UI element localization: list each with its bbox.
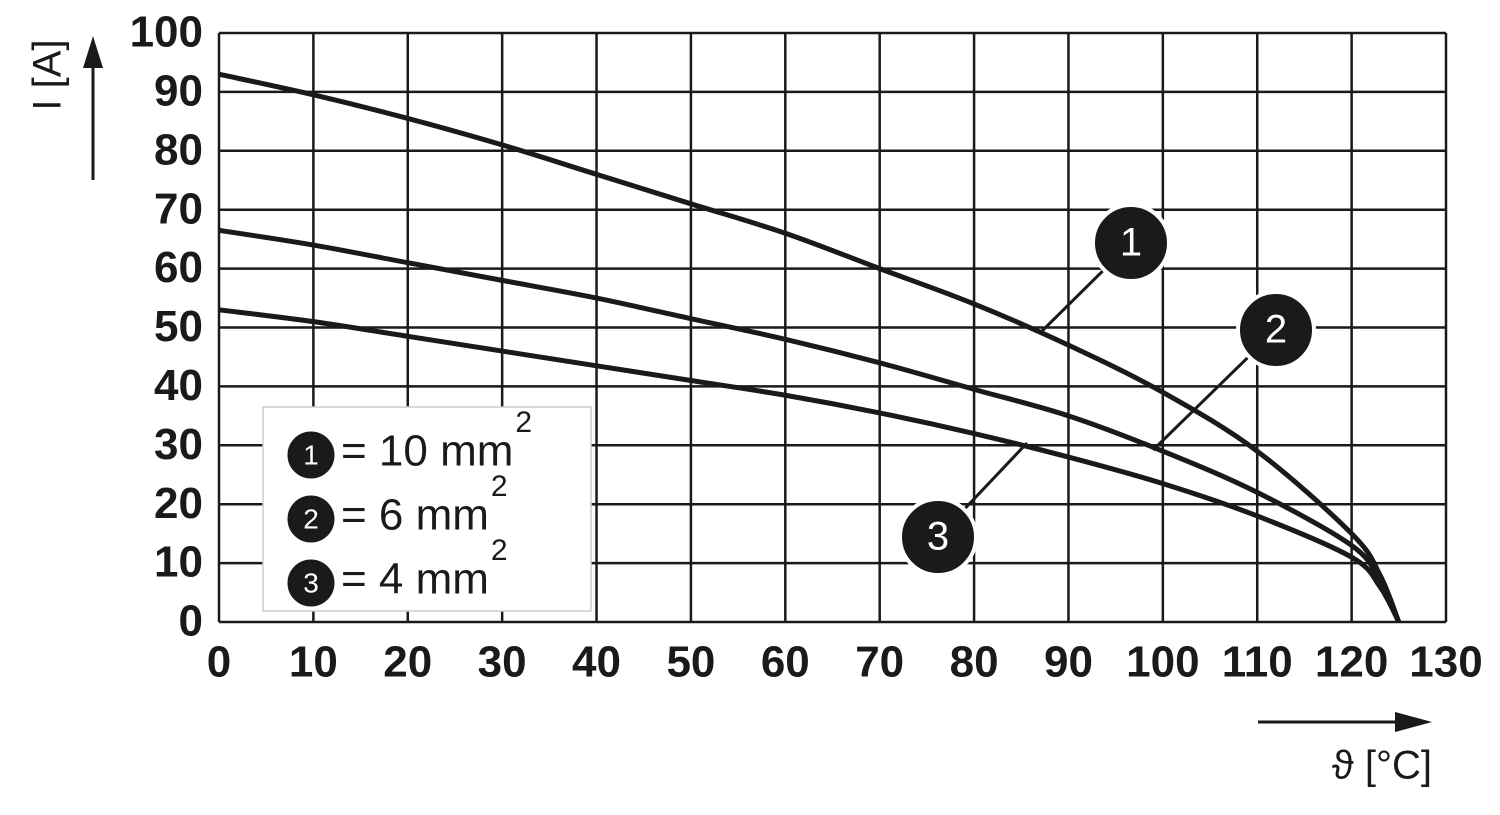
x-tick-label: 40 bbox=[572, 638, 621, 687]
y-tick-label: 10 bbox=[154, 538, 203, 587]
legend-label: = 4 mm bbox=[341, 555, 489, 604]
x-tick-label: 60 bbox=[761, 638, 810, 687]
legend-label-sup: 2 bbox=[515, 406, 532, 439]
y-tick-label: 0 bbox=[179, 597, 203, 646]
legend-label-sup: 2 bbox=[491, 470, 508, 503]
y-tick-label: 70 bbox=[154, 184, 203, 233]
x-tick-label: 20 bbox=[383, 638, 432, 687]
legend-label-sup: 2 bbox=[491, 534, 508, 567]
legend-marker-number: 3 bbox=[303, 567, 319, 598]
callout: 3 bbox=[898, 441, 1029, 577]
series-line bbox=[218, 227, 1402, 624]
series-line bbox=[218, 71, 1402, 623]
x-tick-label: 50 bbox=[666, 638, 715, 687]
legend-label: = 10 mm bbox=[341, 427, 513, 476]
y-tick-label: 60 bbox=[154, 243, 203, 292]
x-tick-label: 10 bbox=[289, 638, 338, 687]
y-tick-label: 30 bbox=[154, 420, 203, 469]
y-tick-label: 50 bbox=[154, 302, 203, 351]
callout: 2 bbox=[1151, 290, 1316, 452]
legend-marker bbox=[287, 559, 335, 607]
y-tick-label: 20 bbox=[154, 479, 203, 528]
legend-marker-number: 1 bbox=[303, 439, 319, 470]
y-tick-label: 100 bbox=[130, 8, 203, 57]
y-arrow bbox=[83, 36, 103, 180]
x-tick-label: 110 bbox=[1222, 638, 1293, 687]
legend-marker bbox=[287, 495, 335, 543]
callout-number: 2 bbox=[1265, 308, 1287, 352]
y-tick-label: 80 bbox=[154, 125, 203, 174]
callout-number: 1 bbox=[1120, 221, 1142, 265]
callout-number: 3 bbox=[927, 515, 949, 559]
x-tick-label: 120 bbox=[1315, 638, 1388, 687]
x-tick-label: 0 bbox=[207, 638, 231, 687]
series-line bbox=[218, 307, 1402, 624]
callout-circle bbox=[1236, 290, 1316, 370]
x-tick-label: 90 bbox=[1044, 638, 1093, 687]
x-tick-label: 130 bbox=[1409, 638, 1482, 687]
y-axis-label: I [A] bbox=[26, 39, 70, 110]
y-tick-label: 40 bbox=[154, 361, 203, 410]
callout-circle bbox=[1091, 203, 1171, 283]
x-tick-label: 80 bbox=[950, 638, 999, 687]
y-tick-label: 90 bbox=[154, 67, 203, 116]
x-axis-label: ϑ [°C] bbox=[1332, 744, 1432, 788]
callout: 1 bbox=[1038, 203, 1171, 335]
legend-marker-number: 2 bbox=[303, 503, 319, 534]
x-arrow bbox=[1258, 712, 1432, 732]
x-tick-label: 70 bbox=[855, 638, 904, 687]
x-tick-label: 30 bbox=[478, 638, 527, 687]
legend-marker bbox=[287, 431, 335, 479]
callout-circle bbox=[898, 497, 978, 577]
x-tick-label: 100 bbox=[1126, 638, 1199, 687]
legend-label: = 6 mm bbox=[341, 491, 489, 540]
